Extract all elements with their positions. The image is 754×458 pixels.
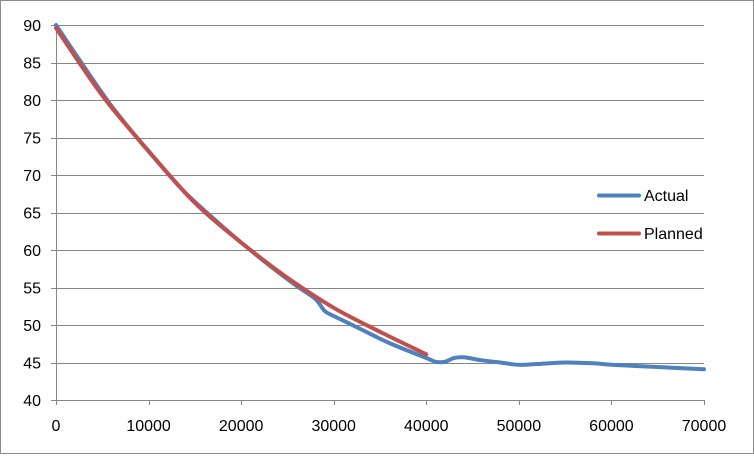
y-tick-label-90: 90 bbox=[23, 18, 41, 35]
series-lines bbox=[54, 23, 706, 372]
x-tick-label-40000: 40000 bbox=[404, 418, 449, 435]
y-tick-label-65: 65 bbox=[23, 206, 41, 223]
y-tick-label-85: 85 bbox=[23, 56, 41, 73]
x-tick-label-20000: 20000 bbox=[219, 418, 264, 435]
y-tick-label-55: 55 bbox=[23, 281, 41, 298]
x-tick-label-0: 0 bbox=[52, 418, 61, 435]
x-tick-label-30000: 30000 bbox=[311, 418, 356, 435]
y-tick-label-60: 60 bbox=[23, 243, 41, 260]
grid-lines bbox=[56, 25, 704, 364]
x-tick-label-50000: 50000 bbox=[497, 418, 542, 435]
y-tick-label-75: 75 bbox=[23, 131, 41, 148]
y-tick-label-70: 70 bbox=[23, 168, 41, 185]
legend-label-planned: Planned bbox=[644, 226, 703, 243]
axes bbox=[51, 25, 705, 405]
legend: Actual Planned bbox=[597, 188, 703, 243]
y-tick-label-40: 40 bbox=[23, 393, 41, 410]
x-tick-label-70000: 70000 bbox=[682, 418, 727, 435]
y-tick-label-80: 80 bbox=[23, 93, 41, 110]
x-tick-label-60000: 60000 bbox=[589, 418, 634, 435]
legend-label-actual: Actual bbox=[644, 188, 688, 205]
y-tick-label-50: 50 bbox=[23, 318, 41, 335]
x-tick-labels: 0 10000 20000 30000 40000 50000 60000 70000 bbox=[52, 418, 727, 435]
y-tick-label-45: 45 bbox=[23, 356, 41, 373]
series-line-planned bbox=[54, 26, 429, 357]
x-tick-label-10000: 10000 bbox=[126, 418, 171, 435]
y-tick-labels: 40 45 50 55 60 65 70 75 80 85 90 bbox=[23, 18, 41, 410]
